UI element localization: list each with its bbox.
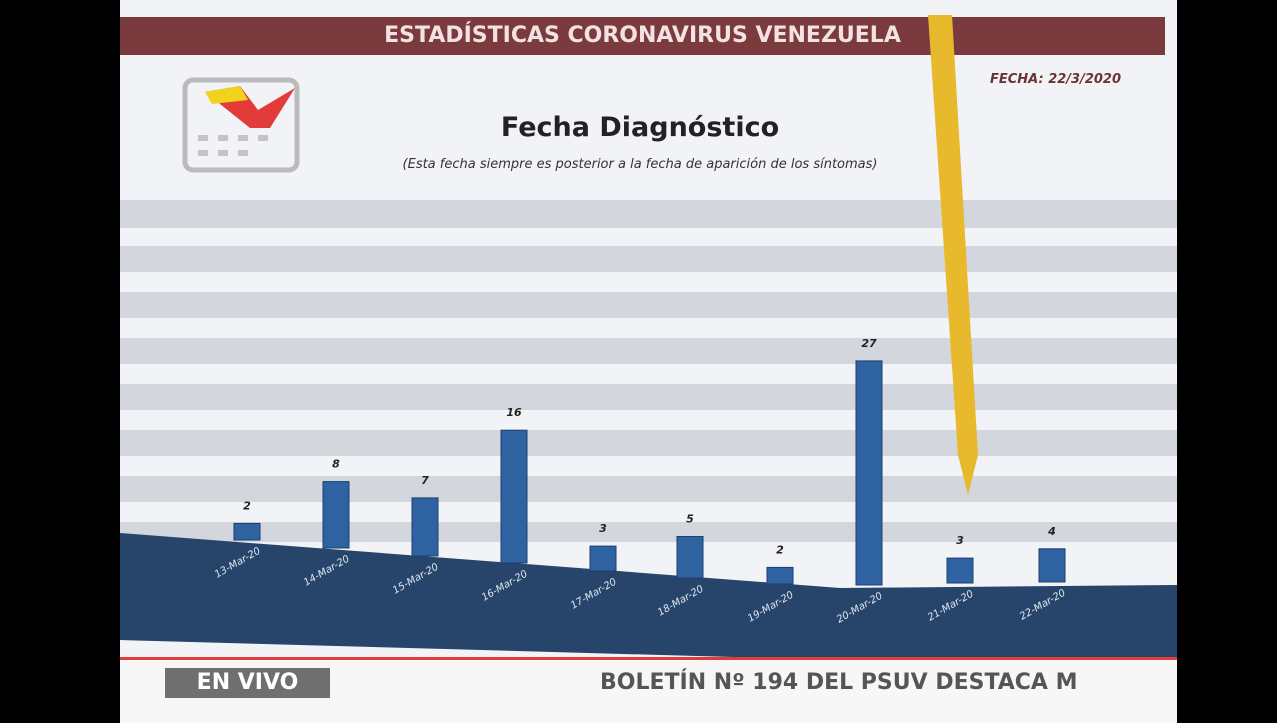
value-label: 2: [776, 543, 784, 556]
bar: [501, 430, 527, 563]
bar: [856, 361, 882, 585]
bar: [767, 567, 793, 584]
value-label: 27: [861, 337, 877, 350]
value-label: 16: [506, 406, 522, 419]
ticker-text: BOLETÍN Nº 194 DEL PSUV DESTACA M: [600, 668, 1177, 698]
chart: 213-Mar-20814-Mar-20715-Mar-201616-Mar-2…: [0, 0, 1277, 723]
chart-title: Fecha Diagnóstico: [440, 112, 840, 143]
bar: [677, 537, 703, 579]
screen: 213-Mar-20814-Mar-20715-Mar-201616-Mar-2…: [0, 0, 1277, 723]
bar: [947, 558, 973, 583]
value-label: 8: [332, 458, 340, 471]
header: ESTADÍSTICAS CORONAVIRUS VENEZUELA: [120, 17, 1165, 55]
value-label: 3: [599, 522, 607, 535]
value-label: 7: [421, 474, 429, 487]
chart-subtitle: (Esta fecha siempre es posterior a la fe…: [355, 155, 925, 175]
ticker-line: [120, 657, 1177, 660]
bar: [412, 498, 438, 556]
value-label: 5: [686, 513, 694, 526]
value-label: 4: [1047, 525, 1056, 538]
value-label: 2: [243, 499, 251, 512]
live-badge: EN VIVO: [165, 668, 330, 698]
bar: [234, 523, 260, 540]
date: FECHA: 22/3/2020: [990, 72, 1121, 87]
bar: [323, 482, 349, 548]
bar: [590, 546, 616, 571]
value-label: 3: [956, 534, 964, 547]
bar: [1039, 549, 1065, 582]
